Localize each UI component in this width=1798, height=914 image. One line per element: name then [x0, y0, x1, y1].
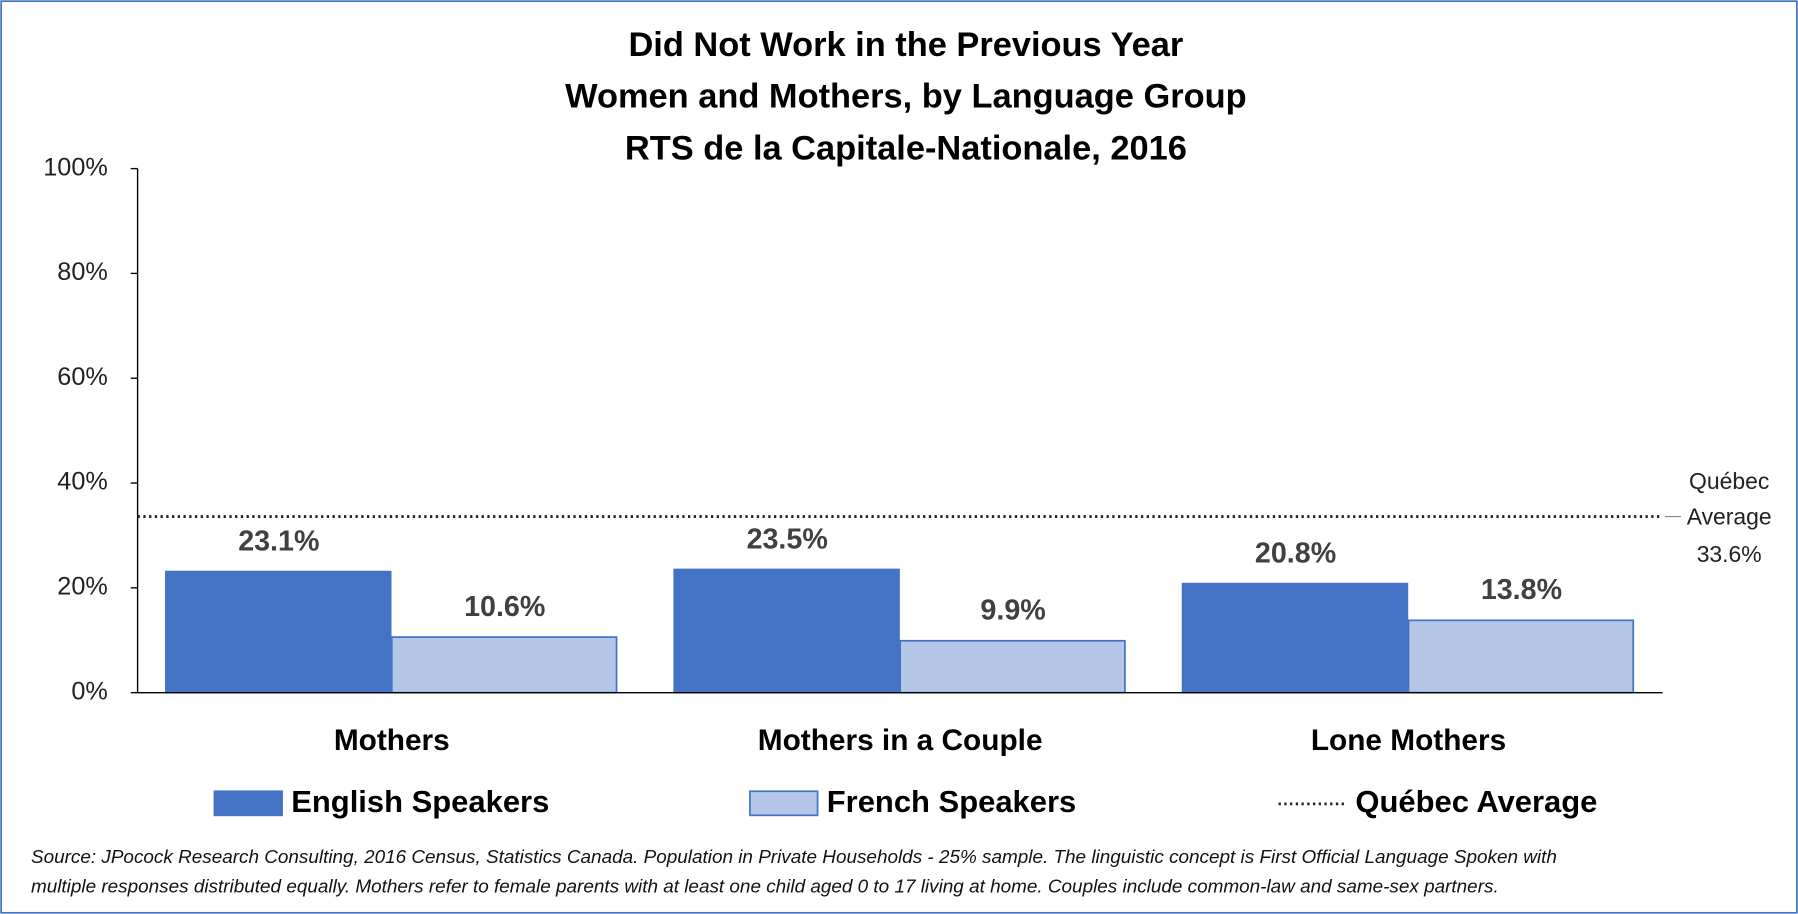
bar [899, 639, 1126, 694]
legend-label: French Speakers [827, 784, 1076, 819]
value-label: 9.9% [980, 595, 1045, 627]
value-label: 13.8% [1481, 574, 1562, 606]
y-tick-label: 40% [57, 468, 107, 496]
bar [390, 636, 618, 694]
legend-label: English Speakers [291, 784, 549, 819]
source-note: Source: JPocock Research Consulting, 201… [31, 847, 1557, 868]
y-tick-label: 80% [57, 258, 107, 286]
value-label: 10.6% [464, 591, 545, 623]
y-tick-label: 60% [57, 363, 107, 391]
y-tick-label: 20% [57, 572, 107, 600]
legend-swatch [749, 790, 819, 817]
value-label: 20.8% [1255, 538, 1336, 570]
x-tick-label: Mothers [334, 724, 450, 757]
legend-swatch [213, 790, 283, 817]
bar [673, 568, 900, 694]
bar [1181, 582, 1409, 694]
reference-annotation: Average [1687, 503, 1772, 529]
chart-title: RTS de la Capitale-Nationale, 2016 [625, 129, 1187, 167]
x-tick-label: Mothers in a Couple [758, 724, 1043, 757]
y-tick-label: 0% [71, 677, 107, 705]
reference-value-label: 33.6% [1697, 541, 1762, 567]
chart-title: Women and Mothers, by Language Group [565, 78, 1246, 116]
y-tick-label: 100% [43, 153, 108, 181]
source-note: multiple responses distributed equally. … [31, 877, 1499, 898]
chart-title: Did Not Work in the Previous Year [628, 26, 1183, 64]
value-label: 23.5% [747, 523, 828, 555]
legend-label: Québec Average [1355, 784, 1597, 819]
x-tick-label: Lone Mothers [1311, 724, 1506, 757]
value-label: 23.1% [238, 526, 319, 558]
reference-annotation: Québec [1689, 468, 1769, 494]
bar [165, 570, 392, 694]
bar [1407, 619, 1635, 694]
